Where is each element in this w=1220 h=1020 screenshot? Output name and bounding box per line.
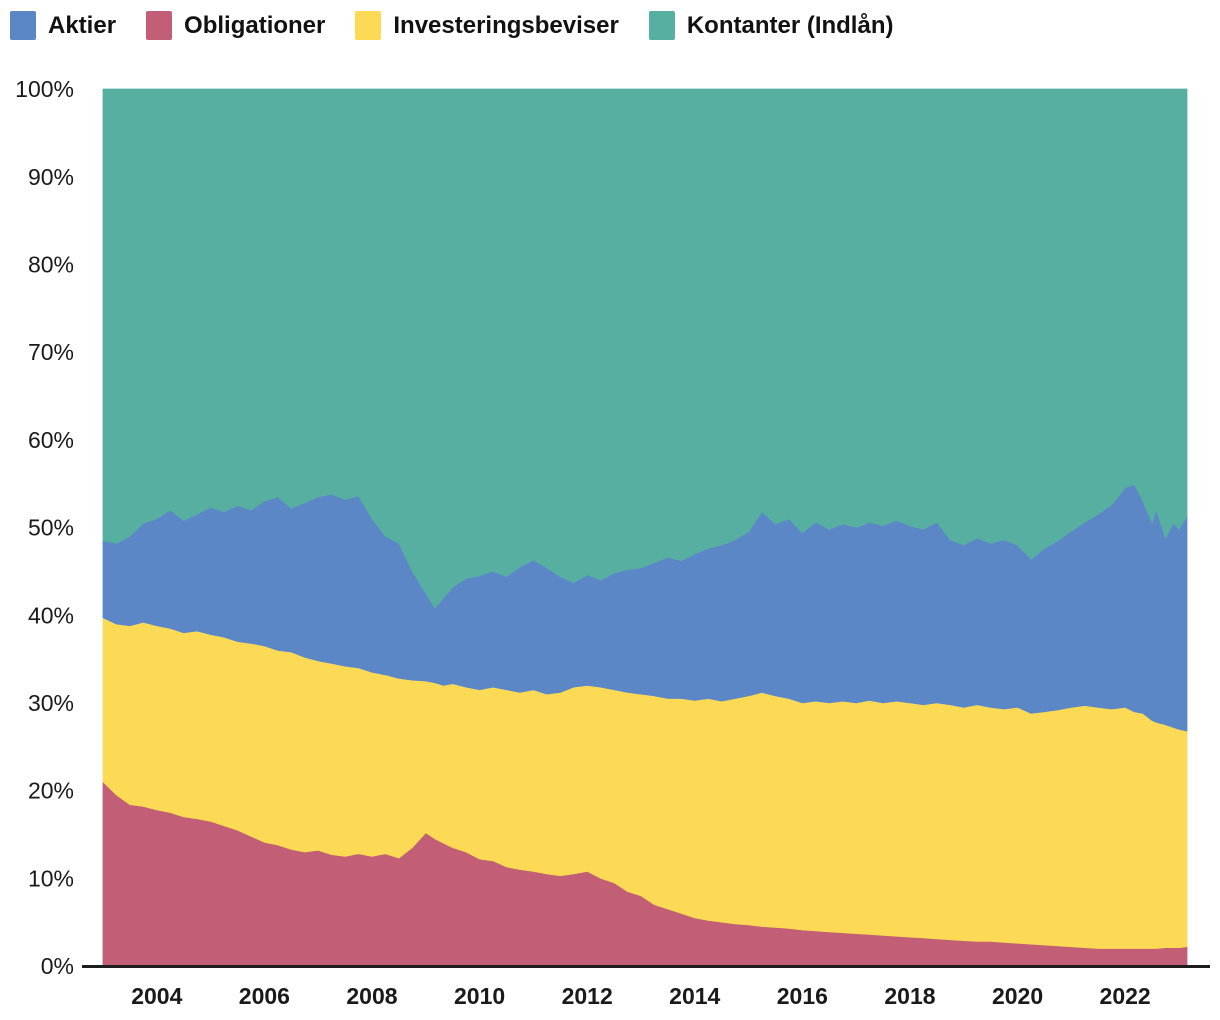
y-tick-label-80: 80% bbox=[28, 251, 74, 277]
y-tick-label-60: 60% bbox=[28, 427, 74, 453]
legend-swatch-obligationer bbox=[146, 11, 173, 40]
legend-item-kontanter[interactable]: Kontanter (Indlån) bbox=[648, 11, 894, 40]
x-tick-label-2014: 2014 bbox=[669, 983, 720, 1009]
legend-swatch-kontanter bbox=[648, 11, 675, 40]
y-tick-label-70: 70% bbox=[28, 339, 74, 365]
y-tick-label-50: 50% bbox=[28, 515, 74, 541]
y-tick-label-90: 90% bbox=[28, 164, 74, 190]
legend-swatch-investeringsbeviser bbox=[355, 11, 382, 40]
legend-item-aktier[interactable]: Aktier bbox=[10, 11, 116, 40]
legend-swatch-aktier bbox=[10, 11, 36, 40]
legend-item-obligationer[interactable]: Obligationer bbox=[146, 11, 325, 40]
y-tick-label-10: 10% bbox=[28, 865, 74, 891]
x-tick-label-2022: 2022 bbox=[1100, 983, 1151, 1009]
y-tick-label-30: 30% bbox=[28, 690, 74, 716]
x-tick-label-2008: 2008 bbox=[346, 983, 397, 1009]
legend-label-kontanter: Kontanter (Indlån) bbox=[686, 11, 894, 39]
x-tick-label-2010: 2010 bbox=[454, 983, 505, 1009]
x-tick-label-2018: 2018 bbox=[884, 983, 935, 1009]
area-kontanter bbox=[102, 88, 1188, 609]
x-tick-label-2012: 2012 bbox=[562, 983, 613, 1009]
y-tick-label-100: 100% bbox=[15, 76, 74, 102]
x-tick-label-2020: 2020 bbox=[992, 983, 1043, 1009]
y-tick-label-40: 40% bbox=[28, 602, 74, 628]
y-tick-label-0: 0% bbox=[41, 953, 74, 979]
chart-areas bbox=[102, 88, 1188, 967]
x-tick-label-2004: 2004 bbox=[131, 983, 182, 1009]
legend-label-aktier: Aktier bbox=[48, 11, 117, 39]
x-axis-tick-labels: 2004 2006 2008 2010 2012 2014 2016 2018 2020 2022 bbox=[131, 983, 1151, 1009]
y-tick-label-20: 20% bbox=[28, 778, 74, 804]
legend: Aktier Obligationer Investeringsbeviser … bbox=[10, 11, 893, 40]
legend-item-investeringsbeviser[interactable]: Investeringsbeviser bbox=[355, 11, 619, 40]
legend-label-investeringsbeviser: Investeringsbeviser bbox=[393, 11, 619, 39]
x-tick-label-2006: 2006 bbox=[239, 983, 290, 1009]
legend-label-obligationer: Obligationer bbox=[184, 11, 326, 39]
x-tick-label-2016: 2016 bbox=[777, 983, 828, 1009]
y-axis-tick-labels: 0% 10% 20% 30% 40% 50% 60% 70% 80% 90% 100% bbox=[15, 76, 74, 979]
